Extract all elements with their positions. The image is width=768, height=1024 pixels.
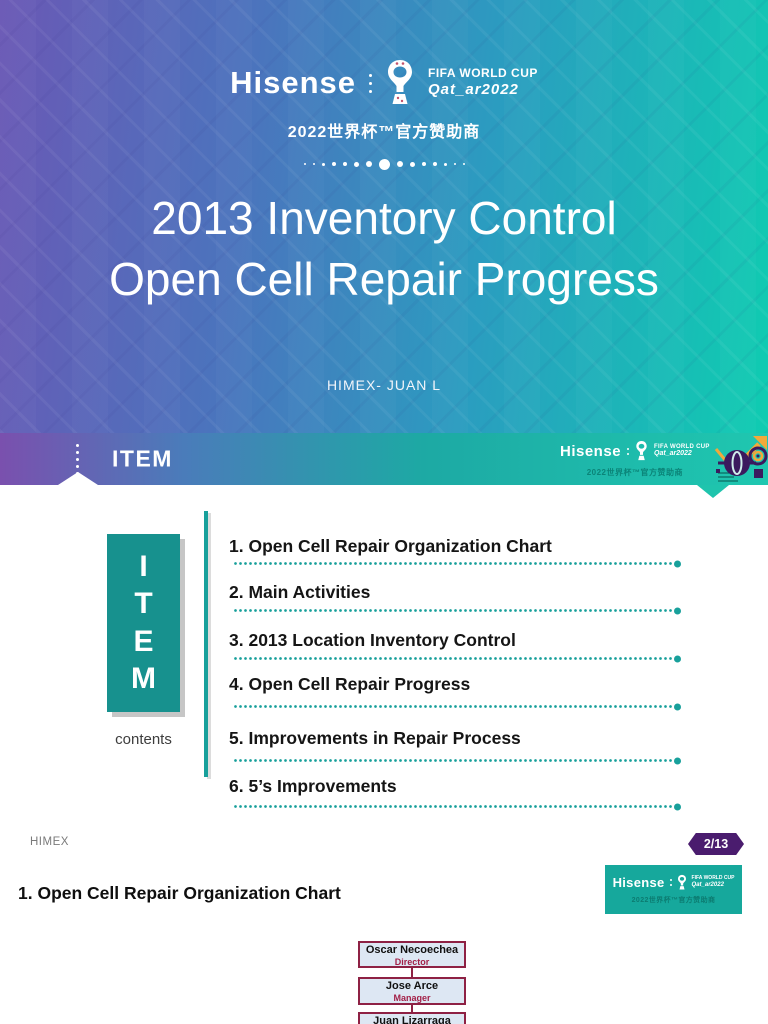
org-connector: [411, 1005, 413, 1012]
section-header-bar: ITEM Hisense FIFA WORLD CUP Qat_ar2022 2…: [0, 433, 768, 498]
qatar2022-text: Qat_ar2022: [428, 81, 519, 99]
worldcup-trophy-icon: [677, 874, 686, 890]
fifa-wordmark: FIFA WORLD CUP Qat_ar2022: [654, 444, 710, 459]
toc-dotline-1: [233, 560, 673, 567]
worldcup-trophy-icon: [636, 441, 647, 461]
page-number-badge: 2/13: [688, 833, 744, 855]
fifa-wordmark: FIFA WORLD CUP Qat_ar2022: [691, 875, 735, 889]
toc-dotline-3: [233, 655, 673, 662]
toc-item-5: 5. Improvements in Repair Process: [229, 728, 521, 748]
qatar2022-text: Qat_ar2022: [654, 450, 692, 458]
item-letter: M: [131, 662, 156, 696]
sponsor-cn-text: 2022世界杯™官方赞助商: [631, 897, 716, 904]
toc-dotline-6: [233, 803, 673, 810]
org-node-director: Oscar Necoechea Director: [358, 941, 466, 968]
toc-dotline-5: [233, 757, 673, 764]
worldcup-trophy-icon: [388, 60, 412, 104]
item-letter: I: [139, 549, 148, 583]
org-node-name: Juan Lizarraga: [373, 1015, 451, 1024]
lockup-divider-dots-icon: [369, 73, 372, 93]
slide-title-line1: 2013 Inventory Control: [151, 192, 617, 244]
toc-item-2: 2. Main Activities: [229, 582, 371, 602]
fifa-worldcup-text: FIFA WORLD CUP: [654, 443, 710, 450]
lockup-divider-dots-icon: [627, 447, 630, 455]
toc-dotline-2: [233, 607, 673, 614]
contents-label: contents: [115, 731, 172, 748]
header-hisense-fifa-lockup: Hisense FIFA WORLD CUP Qat_ar2022 2022世界…: [560, 440, 710, 478]
toc-item-4: 4. Open Cell Repair Progress: [229, 674, 471, 694]
org-node-3: Juan Lizarraga: [358, 1012, 466, 1024]
sponsor-cn-text: 2022世界杯™官方赞助商: [586, 468, 683, 477]
org-node-role: Director: [394, 957, 430, 967]
qatar2022-text: Qat_ar2022: [691, 881, 724, 888]
hisense-logo: Hisense: [230, 65, 356, 100]
hisense-fifa-lockup: Hisense FIFA WORLD CUP Qat_ar2022: [0, 58, 768, 108]
org-slide-heading: 1. Open Cell Repair Organization Chart: [18, 883, 341, 903]
hisense-logo: Hisense: [612, 875, 665, 890]
contents-vertical-rule: [204, 511, 208, 777]
lockup-divider-dots-icon: [669, 879, 672, 886]
toc-item-1: 1. Open Cell Repair Organization Chart: [229, 536, 552, 556]
compass-chart-decoration-icon: [714, 436, 768, 482]
toc-dotline-4: [233, 703, 673, 710]
org-node-name: Oscar Necoechea: [365, 944, 459, 956]
page-number: 2/13: [703, 837, 729, 851]
title-slide-background: Hisense FIFA WORLD CUP Qat_ar2022 2022世界…: [0, 0, 768, 433]
header-notch-decoration: [58, 472, 98, 485]
slide-author: HIMEX- JUAN L: [326, 377, 442, 393]
fifa-worldcup-text: FIFA WORLD CUP: [428, 66, 538, 81]
hisense-logo: Hisense: [560, 442, 622, 460]
toc-item-6: 6. 5’s Improvements: [229, 776, 397, 796]
fifa-worldcup-text: FIFA WORLD CUP: [691, 875, 735, 882]
qatar-pattern-decoration: [0, 0, 768, 433]
section-header-title: ITEM: [112, 445, 173, 472]
fifa-wordmark: FIFA WORLD CUP Qat_ar2022: [428, 66, 538, 99]
footer-company: HIMEX: [30, 836, 69, 848]
org-node-manager: Jose Arce Manager: [358, 977, 466, 1005]
dots-divider-icon: [0, 155, 768, 173]
slide-title-line2: Open Cell Repair Progress: [109, 253, 659, 305]
item-letter: T: [134, 587, 153, 621]
org-connector: [411, 968, 413, 977]
toc-item-3: 3. 2013 Location Inventory Control: [229, 630, 516, 650]
slide-title: 2013 Inventory Control Open Cell Repair …: [0, 188, 768, 310]
item-letter-box: I T E M: [107, 534, 180, 712]
header-triangle-decoration: [697, 485, 729, 498]
hisense-fifa-logo-block: Hisense FIFA WORLD CUP Qat_ar2022 2022世界…: [605, 865, 742, 914]
org-node-name: Jose Arce: [385, 980, 439, 992]
sponsor-cn-text: 2022世界杯™官方赞助商: [287, 124, 481, 141]
org-node-role: Manager: [393, 993, 431, 1003]
item-letter: E: [133, 624, 154, 658]
